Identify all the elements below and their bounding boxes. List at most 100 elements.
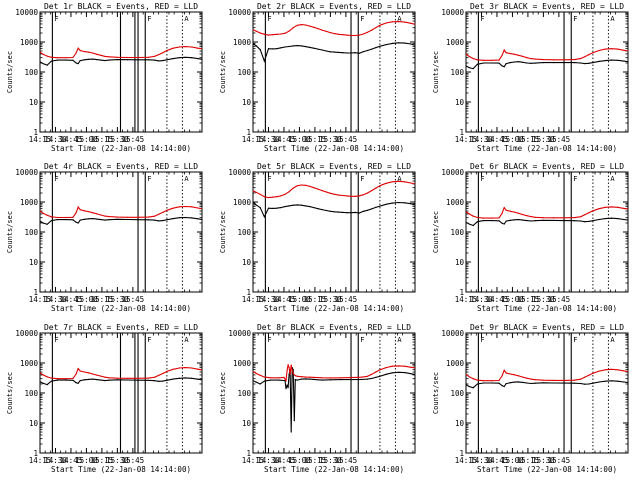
x-tick-label: 15:00 (501, 456, 524, 465)
data-point-lld (100, 214, 102, 216)
x-axis-label: Start Time (22-Jan-08 14:14:00) (264, 144, 404, 153)
data-point-lld (584, 214, 586, 216)
x-tick-label: 15:00 (501, 295, 524, 304)
data-point-lld (285, 380, 287, 382)
x-axis-label: Start Time (22-Jan-08 14:14:00) (477, 144, 617, 153)
data-point-events (579, 62, 582, 64)
data-point-events (172, 378, 174, 380)
data-point-lld (358, 34, 360, 36)
data-point-lld (191, 46, 193, 48)
data-point-lld (404, 365, 406, 367)
data-point-lld (503, 369, 505, 371)
data-point-events (317, 48, 319, 50)
data-point-lld (79, 49, 81, 52)
y-tick-label: 100 (450, 389, 464, 398)
data-point-events (296, 204, 298, 206)
y-tick-label: 1000 (20, 38, 39, 47)
chart-title: Det 9r BLACK = Events, RED = LLD (470, 323, 624, 332)
data-point-lld (284, 193, 286, 195)
y-tick-label: 100 (24, 389, 38, 398)
data-point-events (501, 65, 503, 67)
data-point-lld (108, 56, 110, 58)
data-point-events (40, 61, 41, 63)
data-point-lld (317, 188, 319, 190)
data-point-lld (201, 48, 202, 50)
data-point-events (503, 385, 505, 388)
data-point-lld (592, 210, 594, 212)
data-point-lld (542, 217, 545, 219)
data-point-events (522, 61, 524, 63)
data-point-events (50, 220, 53, 222)
data-point-lld (255, 30, 257, 32)
data-point-lld (342, 34, 344, 36)
data-point-lld (563, 217, 565, 219)
flag-label: A (397, 336, 402, 344)
y-tick-label: 100 (237, 68, 251, 77)
data-point-events (482, 382, 485, 384)
data-point-events (410, 43, 412, 45)
data-point-events (288, 373, 290, 375)
data-point-lld (503, 49, 505, 51)
data-point-events (276, 207, 278, 209)
x-tick-label: 15:00 (288, 295, 311, 304)
data-point-events (468, 385, 470, 388)
data-point-lld (127, 216, 129, 218)
chart-panel-1: Det 1r BLACK = Events, RED = LLD 1 10 100 10… (6, 2, 203, 153)
data-point-lld (482, 380, 485, 382)
chart-panel-9: Det 9r BLACK = Events, RED = LLD 1 10 100 10… (432, 323, 629, 474)
x-tick-label: 14:15 (242, 456, 265, 465)
data-point-lld (522, 214, 524, 216)
data-point-lld (501, 54, 503, 56)
data-point-lld (509, 53, 511, 55)
series-group (40, 205, 202, 225)
data-point-lld (482, 59, 485, 61)
data-point-lld (83, 51, 85, 53)
data-point-events (100, 59, 102, 61)
data-point-events (116, 218, 118, 220)
data-point-lld (366, 31, 369, 33)
series-line-lld (466, 368, 628, 382)
data-point-events (397, 42, 400, 44)
data-point-lld (563, 379, 565, 381)
data-point-lld (513, 211, 516, 213)
data-point-events (72, 379, 74, 381)
data-point-lld (259, 193, 261, 195)
data-point-lld (278, 377, 280, 379)
data-point-events (617, 380, 619, 382)
data-point-lld (127, 56, 129, 59)
data-point-events (573, 220, 575, 222)
data-point-events (191, 57, 193, 59)
data-point-events (350, 52, 352, 54)
data-point-lld (350, 195, 352, 197)
data-point-events (518, 381, 520, 383)
data-point-lld (505, 52, 507, 54)
data-point-lld (522, 376, 524, 378)
data-point-events (87, 58, 90, 60)
data-point-events (309, 206, 311, 208)
data-point-events (358, 52, 360, 54)
data-point-events (269, 379, 272, 381)
flag-label: A (397, 15, 402, 23)
data-point-lld (491, 217, 493, 219)
data-point-lld (162, 211, 164, 213)
data-point-lld (276, 196, 278, 198)
data-point-events (191, 377, 193, 379)
data-point-lld (191, 206, 193, 208)
data-point-events (127, 379, 129, 381)
data-point-lld (50, 377, 53, 379)
x-tick-label: 14:30 (257, 135, 280, 144)
data-point-events (573, 382, 575, 384)
y-tick-label: 10 (242, 258, 252, 267)
data-point-events (509, 382, 511, 384)
data-point-events (79, 219, 81, 221)
data-point-events (305, 205, 307, 207)
data-point-lld (518, 212, 520, 214)
data-point-lld (184, 205, 187, 208)
data-point-events (518, 219, 520, 221)
data-point-events (588, 383, 590, 385)
data-point-lld (530, 216, 532, 218)
y-tick-label: 1000 (20, 359, 39, 368)
data-point-events (501, 385, 503, 387)
data-point-lld (342, 194, 344, 197)
data-point-events (300, 45, 303, 47)
